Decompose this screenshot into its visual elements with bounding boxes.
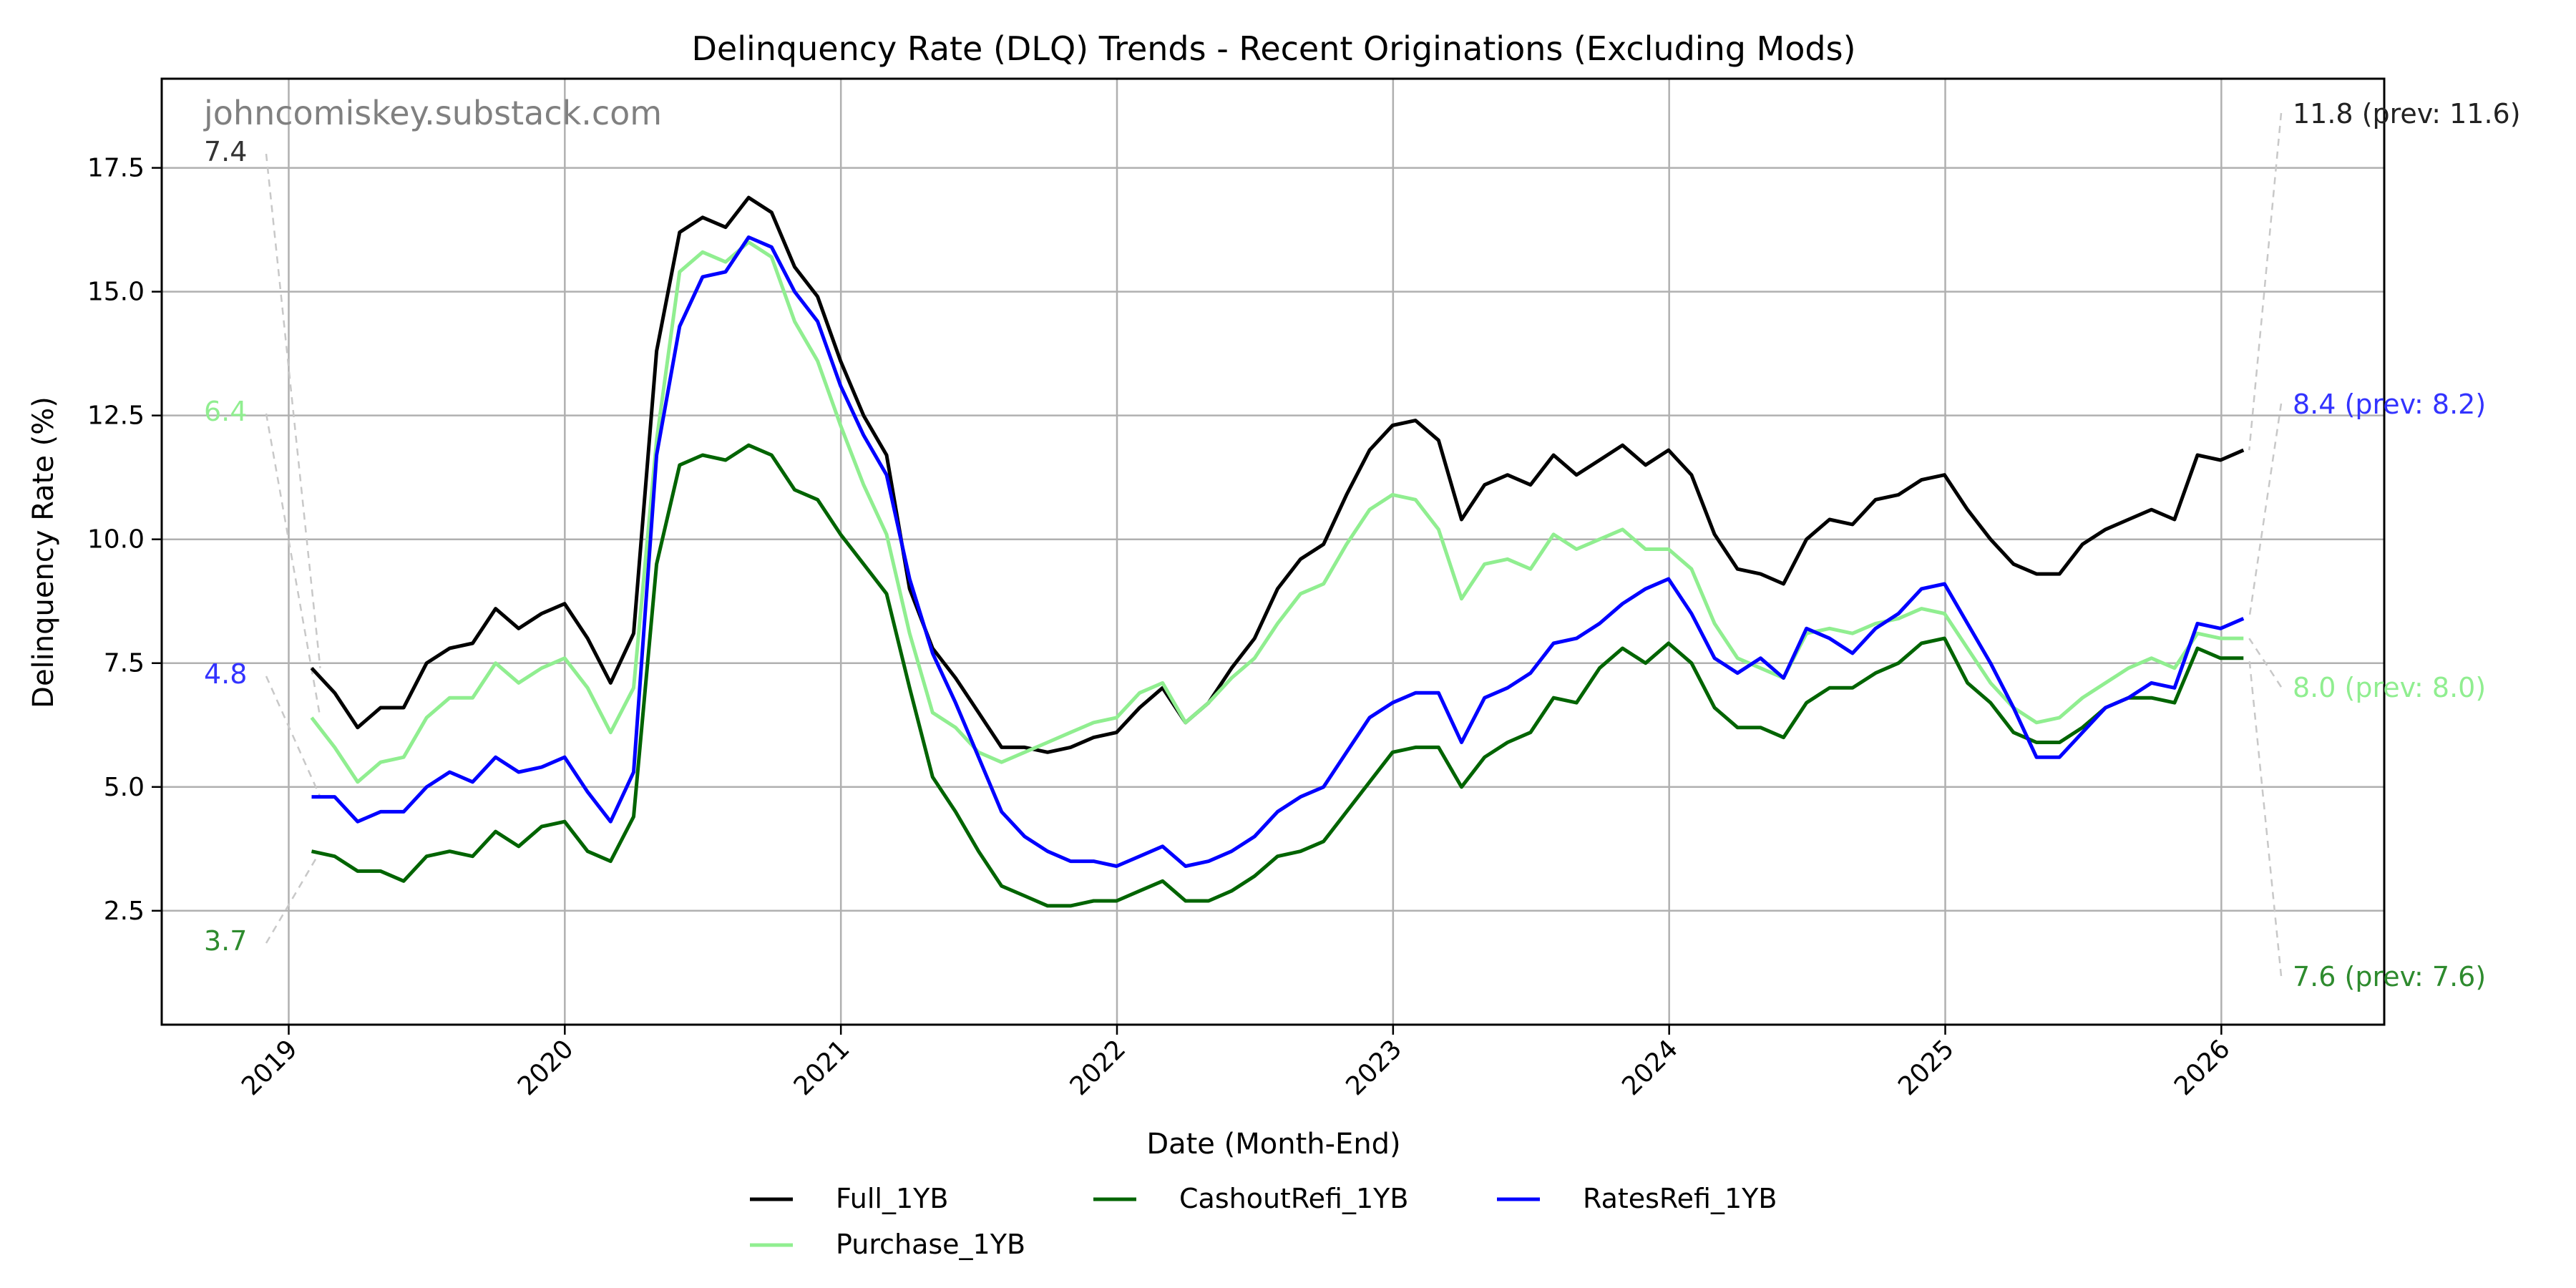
series-line-Full_1YB bbox=[310, 195, 2245, 754]
end-value-label: 11.8 (prev: 11.6) bbox=[2293, 98, 2521, 130]
series-line-RatesRefi_1YB bbox=[311, 235, 2245, 868]
plot-area-frame bbox=[160, 77, 2386, 1026]
end-value-label: 8.0 (prev: 8.0) bbox=[2293, 672, 2486, 703]
chart-title: Delinquency Rate (DLQ) Trends - Recent O… bbox=[691, 29, 1855, 68]
end-leader-line bbox=[2248, 658, 2283, 977]
value-annotations: 7.4 6.4 4.8 3.7 11.8 (prev: 11.6) 8.4 (prev: … bbox=[204, 98, 2521, 992]
start-value-label: 4.8 bbox=[204, 658, 247, 690]
series-line-Purchase_1YB bbox=[310, 240, 2244, 784]
legend: Full_1YB Purchase_1YB CashoutRefi_1YB Rates… bbox=[750, 1183, 1777, 1260]
end-value-label: 7.6 (prev: 7.6) bbox=[2293, 961, 2486, 992]
end-leader-line bbox=[2248, 638, 2283, 688]
end-leader-line bbox=[2248, 112, 2283, 451]
start-leader-line bbox=[265, 675, 321, 798]
start-value-label: 7.4 bbox=[204, 136, 247, 167]
series-lines bbox=[310, 195, 2245, 908]
y-tick-label: 7.5 bbox=[104, 649, 145, 678]
legend-label: RatesRefi_1YB bbox=[1583, 1183, 1777, 1214]
start-value-label: 3.7 bbox=[204, 925, 247, 957]
legend-label: Purchase_1YB bbox=[836, 1229, 1025, 1260]
y-axis-ticks: 2.5 5.0 7.5 10.0 12.5 15.0 17.5 bbox=[87, 154, 162, 926]
watermark-text: johncomiskey.substack.com bbox=[203, 94, 662, 132]
y-tick-label: 5.0 bbox=[104, 773, 145, 802]
end-value-label: 8.4 (prev: 8.2) bbox=[2293, 389, 2486, 420]
start-leader-line bbox=[265, 851, 321, 944]
annotation-leaders bbox=[265, 112, 2283, 977]
start-value-label: 6.4 bbox=[204, 396, 247, 427]
end-leader-line bbox=[2248, 403, 2283, 619]
start-leader-line bbox=[265, 153, 321, 668]
series-line-CashoutRefi_1YB bbox=[311, 443, 2244, 908]
y-tick-label: 2.5 bbox=[104, 897, 145, 926]
legend-label: CashoutRefi_1YB bbox=[1179, 1183, 1408, 1214]
x-axis-title: Date (Month-End) bbox=[1146, 1128, 1400, 1161]
y-tick-label: 12.5 bbox=[87, 401, 145, 431]
legend-label: Full_1YB bbox=[836, 1183, 948, 1214]
y-tick-label: 10.0 bbox=[87, 525, 145, 555]
y-axis-title: Delinquency Rate (%) bbox=[27, 396, 60, 708]
y-tick-label: 15.0 bbox=[87, 278, 145, 307]
y-tick-label: 17.5 bbox=[87, 154, 145, 183]
